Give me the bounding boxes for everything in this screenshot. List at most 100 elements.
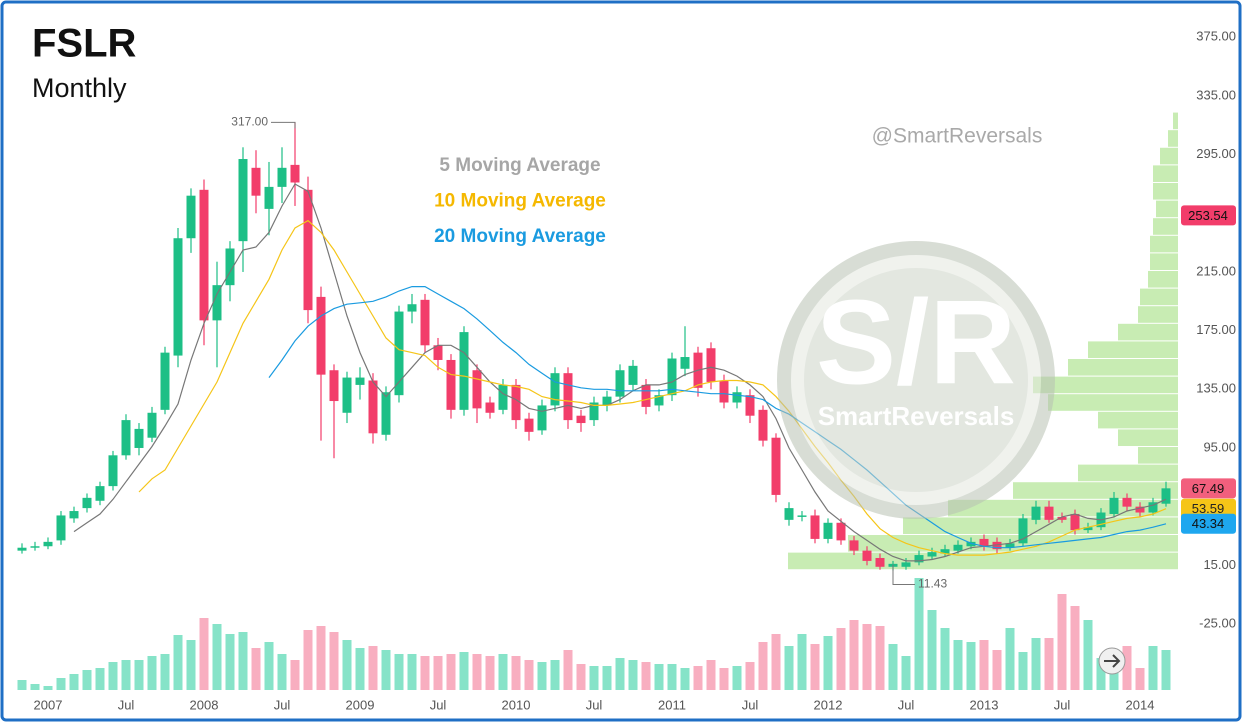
candle-body [849, 540, 859, 551]
candle-body [1005, 543, 1015, 548]
volume-bar [758, 642, 768, 690]
volume-bar [1057, 594, 1067, 690]
volume-bar [238, 632, 248, 690]
volume-bar [901, 656, 911, 690]
candle-body [199, 189, 209, 321]
volume-bar [420, 656, 430, 690]
candle-body [576, 415, 586, 424]
volume-bar [498, 654, 508, 690]
candle-body [147, 412, 157, 438]
volume-bar [82, 670, 92, 690]
volume-bar [810, 644, 820, 690]
x-tick-label: Jul [586, 697, 603, 712]
candle-body [823, 522, 833, 539]
y-tick-label: 375.00 [1196, 29, 1236, 44]
candle-body [82, 497, 92, 509]
price-label: 43.34 [1192, 516, 1225, 531]
volume-bar [433, 656, 443, 690]
volume-bar [472, 654, 482, 690]
volume-bar [225, 634, 235, 690]
candle-body [875, 557, 885, 567]
volume-bar [1083, 620, 1093, 690]
candle-body [1044, 506, 1054, 520]
candle-body [511, 384, 521, 421]
candle-body [472, 370, 482, 409]
volume-profile-bar [1138, 306, 1178, 323]
volume-bar [537, 662, 547, 690]
candle-body [1161, 488, 1171, 504]
price-label: 53.59 [1192, 501, 1225, 516]
volume-bar [940, 628, 950, 690]
price-label: 253.54 [1188, 208, 1228, 223]
candle-body [368, 380, 378, 434]
volume-bar [576, 664, 586, 690]
candle-body [303, 189, 313, 311]
volume-bar [134, 660, 144, 690]
candle-body [992, 541, 1002, 550]
volume-bar [95, 668, 105, 690]
low-annotation-line [892, 564, 915, 586]
candle-body [1148, 502, 1158, 513]
candle-body [238, 159, 248, 242]
scroll-button[interactable] [1098, 647, 1126, 675]
x-tick-label: 2011 [658, 697, 686, 712]
volume-bar [212, 624, 222, 690]
candle-body [212, 285, 222, 321]
x-tick-label: 2013 [970, 697, 999, 712]
volume-bar [485, 656, 495, 690]
candle-body [160, 352, 170, 410]
volume-bar [459, 652, 469, 690]
candle-body [264, 186, 274, 209]
volume-profile-bar [1078, 464, 1178, 482]
candle-body [537, 405, 547, 431]
candle-body [602, 396, 612, 406]
legend-label: 20 Moving Average [434, 226, 606, 247]
volume-profile-bar [1138, 447, 1178, 464]
volume-bar [563, 650, 573, 690]
x-tick-label: Jul [430, 697, 447, 712]
volume-bar [680, 668, 690, 690]
candle-body [277, 167, 287, 187]
volume-profile-bar [1098, 411, 1178, 429]
volume-bar [1161, 650, 1171, 690]
candle-body [927, 552, 937, 557]
x-tick-label: 2012 [814, 697, 843, 712]
volume-bar [654, 664, 664, 690]
volume-profile-bar [1068, 359, 1178, 376]
volume-bar [290, 660, 300, 690]
chart-title: FSLR [32, 22, 137, 66]
volume-bar [849, 620, 859, 690]
candle-body [589, 402, 599, 421]
volume-bar [407, 654, 417, 690]
volume-profile-bar [1118, 323, 1178, 341]
legend-label: 10 Moving Average [434, 191, 606, 212]
volume-profile-bar [1173, 112, 1178, 130]
volume-bar [147, 656, 157, 690]
candle-body [329, 370, 339, 402]
volume-bar [927, 610, 937, 690]
logo-text: S/R [816, 276, 1016, 410]
volume-bar [43, 686, 53, 690]
candle-body [342, 377, 352, 413]
volume-profile-bar [1033, 376, 1178, 394]
candle-body [706, 348, 716, 382]
candle-body [485, 402, 495, 413]
legend-label: 5 Moving Average [439, 155, 600, 176]
volume-bar [1070, 606, 1080, 690]
candle-body [381, 392, 391, 435]
volume-bar [628, 660, 638, 690]
scroll-arrow[interactable] [1104, 654, 1121, 668]
volume-bar [914, 578, 924, 690]
volume-bar [121, 660, 131, 690]
volume-bar [368, 646, 378, 690]
candle-body [355, 377, 365, 385]
high-annotation-line [271, 121, 296, 129]
price-label-box [1181, 205, 1236, 226]
candle-body [1018, 518, 1028, 544]
volume-profile-bar [1153, 182, 1178, 200]
volume-bar [966, 642, 976, 690]
y-tick-label: 15.00 [1203, 557, 1236, 572]
volume-profile-bar [1088, 341, 1178, 359]
volume-bar [251, 648, 261, 690]
